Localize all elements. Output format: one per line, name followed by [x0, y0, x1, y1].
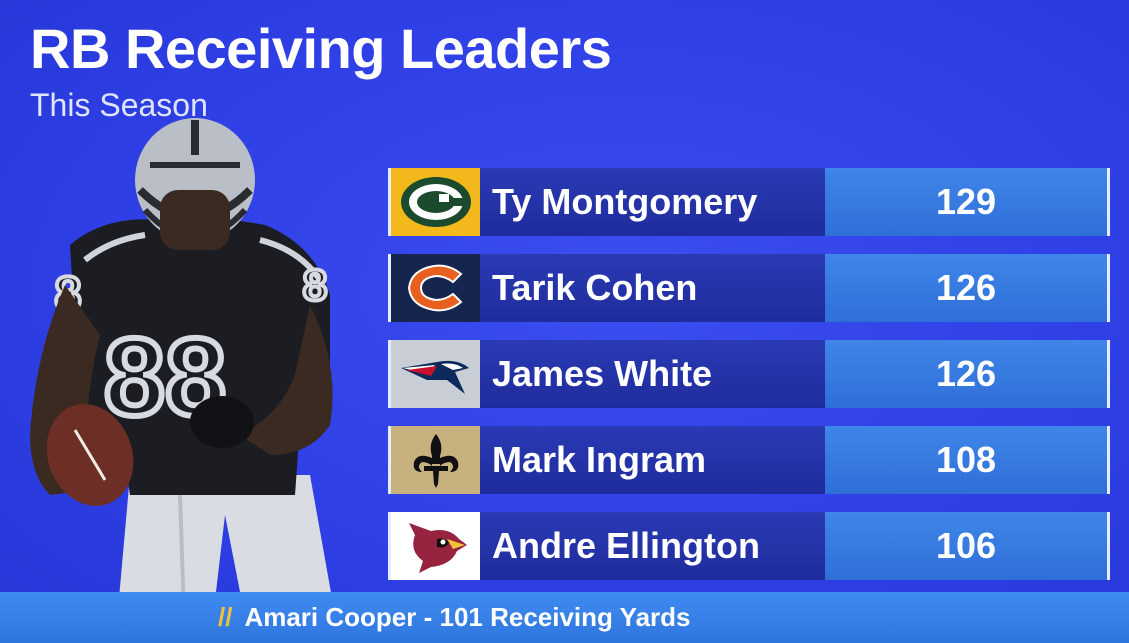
team-logo: [388, 340, 480, 408]
player-name: Tarik Cohen: [480, 254, 825, 322]
leaderboard: Ty Montgomery 129 Tarik Cohen 126 James …: [388, 168, 1110, 598]
page-subtitle: This Season: [30, 87, 208, 123]
team-logo: [388, 254, 480, 322]
receiving-yards: 126: [825, 340, 1110, 408]
svg-text:8: 8: [303, 261, 327, 310]
page-title: RB Receiving Leaders: [30, 17, 612, 80]
team-logo: [388, 168, 480, 236]
saints-logo-icon: [413, 434, 458, 488]
ticker-text: // Amari Cooper - 101 Receiving Yards: [218, 602, 691, 633]
bottom-ticker: // Amari Cooper - 101 Receiving Yards: [0, 592, 1129, 643]
leader-row: Ty Montgomery 129: [388, 168, 1110, 236]
receiving-yards: 106: [825, 512, 1110, 580]
player-image: 88 8 8: [30, 118, 340, 643]
player-name: Ty Montgomery: [480, 168, 825, 236]
leader-row: Mark Ingram 108: [388, 426, 1110, 494]
team-logo: [388, 512, 480, 580]
leader-row: Tarik Cohen 126: [388, 254, 1110, 322]
receiving-yards: 126: [825, 254, 1110, 322]
leader-row: Andre Ellington 106: [388, 512, 1110, 580]
receiving-yards: 129: [825, 168, 1110, 236]
leader-row: James White 126: [388, 340, 1110, 408]
patriots-logo-icon: [400, 360, 469, 394]
cardinals-logo-icon: [408, 523, 467, 573]
ticker-separator: //: [218, 602, 233, 632]
ticker-message: Amari Cooper - 101 Receiving Yards: [244, 602, 691, 632]
player-name: Mark Ingram: [480, 426, 825, 494]
packers-logo-icon: [400, 177, 471, 227]
team-logo: [388, 426, 480, 494]
player-name: Andre Ellington: [480, 512, 825, 580]
receiving-yards: 108: [825, 426, 1110, 494]
player-name: James White: [480, 340, 825, 408]
bears-logo-icon: [407, 264, 462, 312]
